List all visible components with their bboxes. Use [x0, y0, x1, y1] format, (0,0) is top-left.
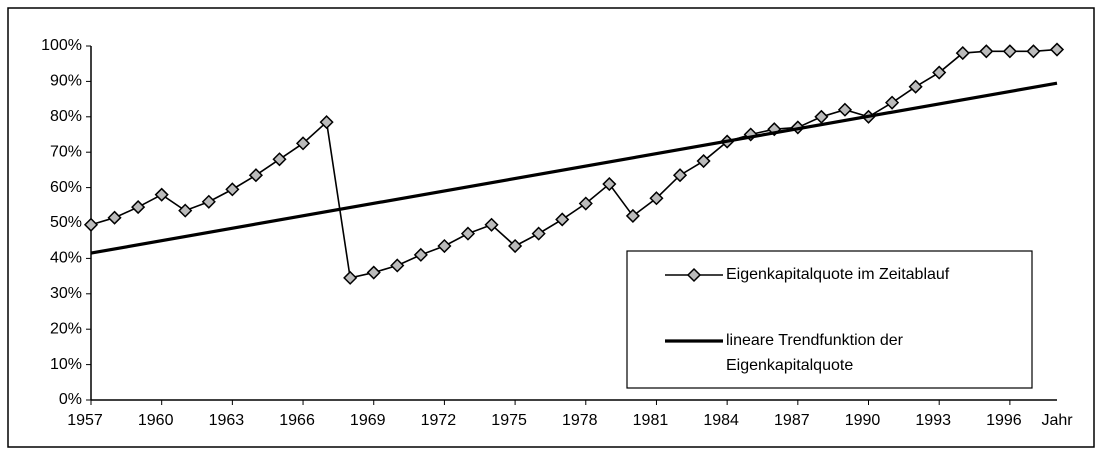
marker: [460, 226, 476, 241]
marker: [696, 153, 711, 169]
y-tick-label: 100%: [41, 37, 82, 54]
marker: [248, 168, 263, 183]
marker: [908, 79, 923, 94]
y-tick-label: 60%: [50, 179, 82, 196]
legend-label: Eigenkapitalquote im Zeitablauf: [726, 266, 950, 283]
x-axis-label: Jahr: [1041, 412, 1073, 429]
marker: [555, 212, 570, 227]
legend-label: lineare Trendfunktion der Eigenkapitalqu…: [726, 332, 903, 374]
legend-entry: Eigenkapitalquote im Zeitablauf: [726, 266, 950, 283]
marker: [107, 210, 122, 225]
marker: [955, 46, 970, 61]
x-tick-label: 1966: [279, 412, 315, 429]
marker: [83, 217, 99, 232]
marker: [602, 176, 617, 192]
x-tick-label: 1969: [350, 412, 386, 429]
marker: [531, 226, 546, 241]
marker: [178, 203, 193, 218]
marker: [1002, 44, 1017, 59]
marker: [131, 200, 146, 215]
marker: [1026, 44, 1041, 59]
marker: [366, 265, 381, 280]
x-tick-label: 1957: [67, 412, 103, 429]
marker: [508, 238, 523, 254]
marker: [201, 194, 216, 209]
x-tick-label: 1990: [845, 412, 881, 429]
x-tick-label: 1972: [421, 412, 457, 429]
marker: [885, 95, 900, 110]
y-tick-label: 30%: [50, 285, 82, 302]
marker: [649, 191, 664, 206]
x-tick-label: 1981: [633, 412, 669, 429]
x-tick-label: 1960: [138, 412, 174, 429]
y-tick-label: 90%: [50, 73, 82, 90]
y-tick-label: 70%: [50, 143, 82, 160]
marker: [225, 182, 240, 197]
x-tick-label: 1993: [915, 412, 951, 429]
legend-entry: lineare Trendfunktion der Eigenkapitalqu…: [726, 332, 903, 374]
marker: [319, 115, 334, 130]
y-tick-label: 10%: [50, 356, 82, 373]
marker: [413, 247, 428, 262]
marker: [1049, 42, 1065, 57]
series-line: [90, 81, 1058, 255]
legend-marker: [686, 267, 702, 283]
marker: [979, 44, 994, 59]
marker: [343, 270, 358, 285]
marker: [932, 65, 947, 80]
y-tick-label: 40%: [50, 250, 82, 267]
x-tick-label: 1963: [209, 412, 245, 429]
marker: [154, 187, 169, 202]
marker: [437, 238, 452, 254]
x-tick-label: 1996: [986, 412, 1022, 429]
y-tick-label: 50%: [50, 214, 82, 231]
y-tick-label: 0%: [59, 391, 82, 408]
marker: [484, 217, 499, 232]
marker: [295, 136, 311, 151]
chart-border: [7, 7, 1095, 448]
x-tick-label: 1984: [703, 412, 739, 429]
marker: [625, 208, 640, 223]
marker: [272, 152, 287, 167]
marker: [390, 258, 405, 273]
x-tick-label: 1978: [562, 412, 598, 429]
x-tick-label: 1975: [491, 412, 527, 429]
marker: [578, 196, 593, 211]
marker: [672, 168, 688, 183]
y-tick-label: 80%: [50, 108, 82, 125]
marker: [837, 102, 853, 117]
marker: [814, 109, 829, 124]
y-tick-label: 20%: [50, 320, 82, 337]
x-tick-label: 1987: [774, 412, 810, 429]
